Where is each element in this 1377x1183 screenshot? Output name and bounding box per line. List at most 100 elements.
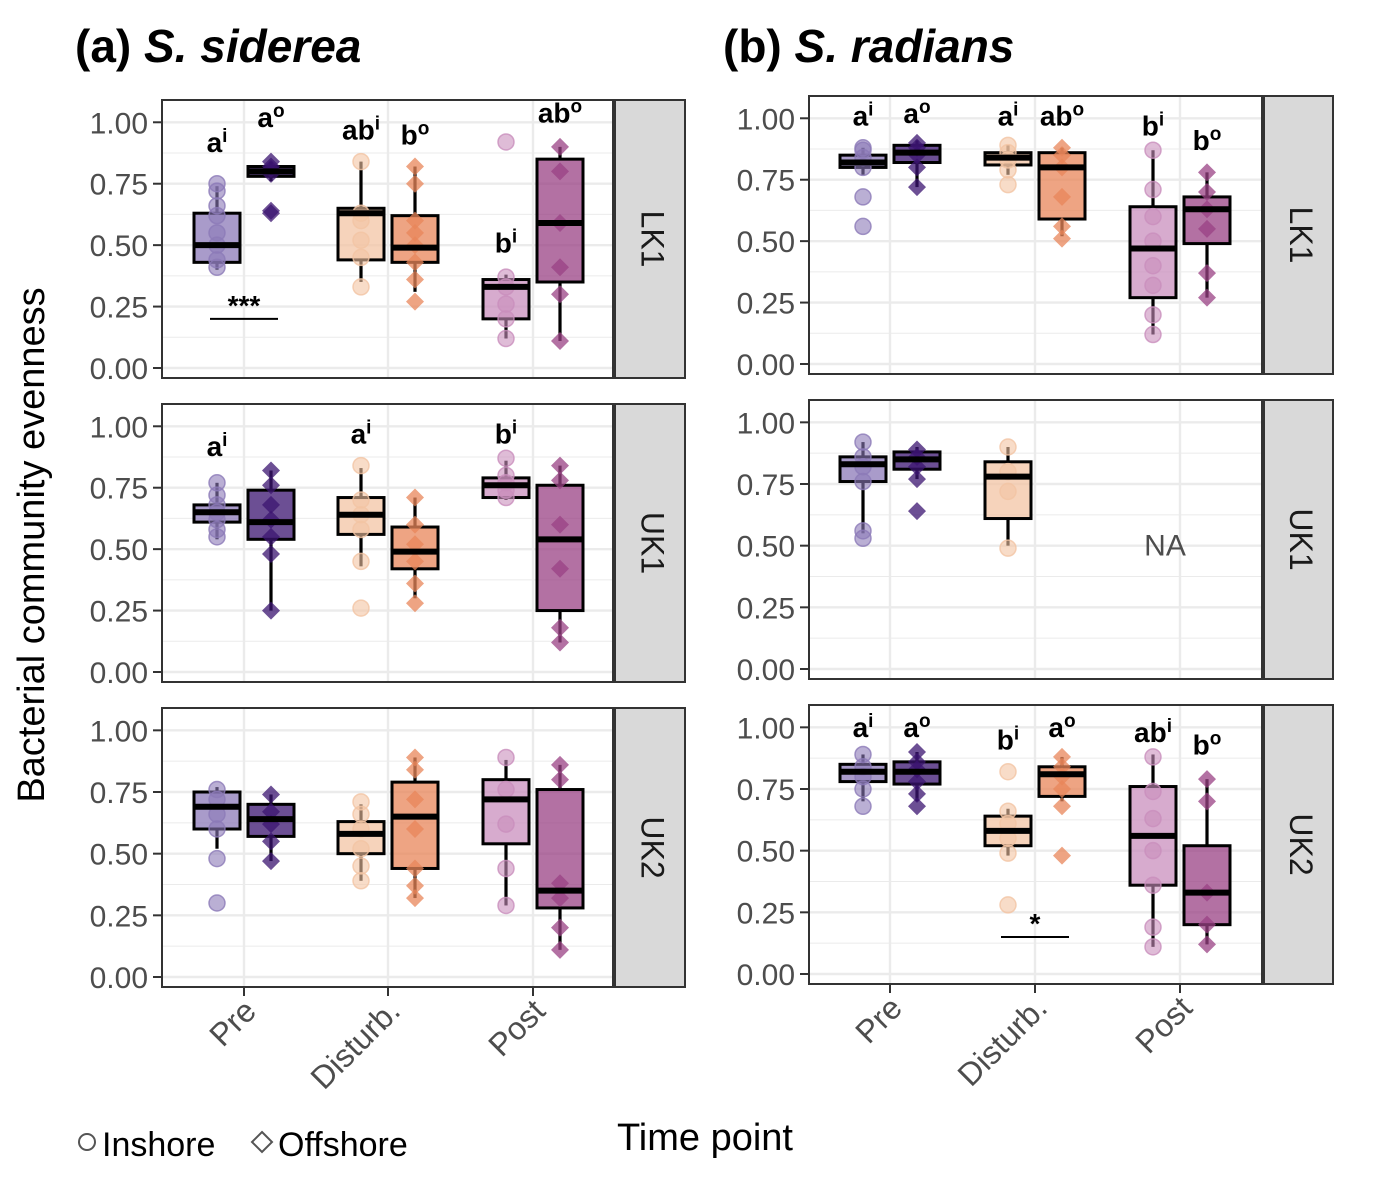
panel-a-facet-uk1-box-disturb-inshore — [336, 456, 386, 617]
panel-a-label: (a) — [75, 20, 144, 72]
panel-a-facet-uk2-box-post-inshore-data-point — [497, 748, 515, 767]
panel-b-facet-uk2-strip-label: UK2 — [1283, 813, 1319, 875]
panel-b-facet-lk1-box-pre-offshore-data-point — [908, 178, 926, 197]
panel-b-species: S. radians — [795, 20, 1015, 72]
panel-b-facet-lk1-box-post-offshore-data-point — [1198, 264, 1216, 283]
panel-a-facet-uk2-box-post-inshore — [481, 748, 531, 915]
panel-b-facet-uk1-box-pre-offshore — [892, 440, 942, 521]
panel-b-facet-lk1-box-post-inshore — [1128, 141, 1178, 344]
panel-b-facet-lk1-box-post-offshore — [1182, 163, 1232, 307]
panel-b-facet-lk1-box-post-inshore-data-point — [1144, 207, 1162, 226]
panel-a-facet-lk1-plot-border — [161, 99, 614, 379]
panel-b-facet-lk1-y-tick-label: 0.50 — [737, 226, 795, 259]
panel-a-facet-lk1-letter-disturb-offshore-base: b — [401, 119, 418, 150]
panel-a-facet-uk1-strip-label: UK1 — [635, 512, 671, 574]
panel-a-facet-uk1-box-disturb-offshore-data-point — [406, 488, 424, 507]
panel-a-facet-lk1-box-post-offshore-data-point — [551, 285, 569, 304]
panel-b-facet-lk1-box-pre-inshore-data-point — [854, 139, 872, 157]
panel-a-facet-lk1-box-post-inshore-data-point — [497, 133, 515, 151]
panel-a-facet-uk2-box-pre-inshore-data-point — [208, 849, 226, 868]
panel-b-facet-lk1-letter-pre-offshore: ao — [903, 97, 930, 129]
panel-b-facet-uk2-box-disturb-inshore-data-point — [999, 896, 1017, 914]
panel-b-facet-uk1-box-disturb-inshore-data-point — [999, 482, 1017, 501]
panel-b-facet-uk2-letter-disturb-offshore-base: a — [1048, 712, 1064, 743]
panel-b-facet-lk1-letter-disturb-inshore-superscript: i — [1013, 100, 1018, 121]
panel-a-facet-uk1-box-disturb-inshore-data-point — [352, 552, 370, 571]
panel-a-facet-uk1-letter-post-inshore: bi — [495, 417, 517, 449]
x-axis-title: Time point — [617, 1117, 793, 1159]
panel-b-facet-lk1-box-disturb-inshore — [983, 136, 1033, 194]
panel-a-facet-lk1-box-post-offshore-data-point — [551, 137, 569, 156]
panel-b-facet-lk1-letter-disturb-inshore: ai — [998, 100, 1019, 132]
panel-a-facet-uk2-box-post-offshore-data-point — [551, 770, 569, 789]
panel-b-facet-uk2-letter-post-inshore-superscript: i — [1167, 716, 1172, 737]
panel-a-facet-uk2-box-disturb-inshore-data-point — [352, 872, 370, 890]
panel-a-facet-lk1-box-disturb-offshore — [390, 157, 440, 311]
panel-b-facet-uk2-strip — [1263, 704, 1334, 985]
panel-a-facet-uk1-box-post-offshore-data-point — [551, 515, 569, 534]
panel-b-facet-lk1-letter-pre-inshore-superscript: i — [868, 100, 873, 121]
panel-b-facet-lk1-letter-disturb-offshore-superscript: o — [1073, 100, 1085, 121]
panel-a-facet-lk1-box-post-inshore-data-point — [497, 268, 515, 286]
panel-b-facet-uk2-box-disturb-offshore-data-point — [1053, 846, 1071, 865]
panel-a-facet-lk1-box-pre-offshore — [246, 152, 296, 223]
panel-a-facet-uk1-strip — [614, 403, 686, 683]
panel-b-facet-lk1-box-disturb-offshore — [1037, 138, 1087, 248]
panel-a-facet-uk1-box-pre-inshore-data-point — [208, 474, 226, 492]
panel-b-facet-lk1-letter-pre-offshore-superscript: o — [919, 97, 931, 118]
panel-a-facet-lk1-box-post-offshore-data-point — [551, 258, 569, 277]
panel-a-facet-uk2-y-tick-label: 0.75 — [90, 777, 148, 810]
panel-b-facet-uk2-letter-pre-inshore-base: a — [853, 712, 869, 743]
panel-b-facet-uk2-letter-pre-inshore-superscript: i — [868, 711, 873, 732]
panel-b-facet-lk1-letter-post-inshore-superscript: i — [1159, 109, 1164, 130]
panel-b-facet-lk1-box-disturb-inshore-data-point — [999, 136, 1017, 155]
panel-b-facet-uk2-box-post-offshore-data-point — [1198, 915, 1216, 934]
panel-b-facet-lk1-box-post-inshore-data-point — [1144, 180, 1162, 199]
panel-b-facet-uk2-box-disturb-offshore-data-point — [1053, 797, 1071, 816]
panel-b-facet-lk1-box-post-inshore-data-point — [1144, 141, 1162, 159]
panel-b-facet-uk1-strip-label: UK1 — [1283, 508, 1319, 570]
panel-a-facet-uk1-box-disturb-inshore-data-point — [352, 520, 370, 539]
panel-a-facet-uk1-box-disturb-inshore-data-point — [352, 456, 370, 475]
panel-b-facet-uk2-significance-label: * — [1030, 908, 1041, 939]
panel-b-facet-uk2-box-post-inshore-data-point — [1144, 782, 1162, 801]
panel-a-facet-lk1-letter-post-inshore: bi — [495, 227, 517, 259]
legend: Inshore Offshore — [78, 1126, 408, 1164]
panel-a-facet-uk2-strip-label: UK2 — [635, 816, 671, 878]
panel-b-facet-lk1-letter-post-offshore: bo — [1193, 124, 1222, 156]
offshore-legend-diamond-icon — [250, 1130, 274, 1154]
panel-b-facet-lk1-box-post-inshore-data-point — [1144, 256, 1162, 275]
panel-a-facet-uk1-box-pre-offshore-data-point — [262, 476, 280, 495]
panel-a-facet-uk2-box-post-offshore-data-point — [551, 940, 569, 959]
panel-a-facet-uk1-box-post-offshore-data-point — [551, 559, 569, 578]
panel-a-x-tick-label-post: Post — [481, 992, 552, 1063]
panel-b-facet-uk2-letter-disturb-inshore-base: b — [997, 725, 1014, 756]
panel-b-facet-lk1-box-disturb-offshore-data-point — [1053, 138, 1071, 157]
panel-a-facet-uk2-box-pre-offshore-data-point — [262, 852, 280, 871]
panel-b-facet-uk1-box-pre-inshore-data-point — [854, 522, 872, 540]
panel-a-facet-lk1-box-post-inshore-data-point — [497, 295, 515, 313]
panel-b-facet-uk1-box-pre-inshore-data-point — [854, 433, 872, 451]
panel-b-facet-uk1-box-pre-offshore-data-point — [908, 470, 926, 489]
panel-a-facet-uk1-box-post-offshore-data-point — [551, 633, 569, 652]
panel-b-facet-uk2-box-pre-inshore-data-point — [854, 745, 872, 764]
panel-b-facet-lk1-box-post-inshore-data-point — [1144, 276, 1162, 295]
panel-b-facet-lk1-box-post-offshore-data-point — [1198, 163, 1216, 182]
panel-b-facet-uk2-letter-post-offshore-base: b — [1193, 729, 1210, 760]
panel-b-facet-lk1-box-disturb-offshore-data-point — [1053, 217, 1071, 236]
panel-a-facet-uk1-box-disturb-offshore-data-point — [406, 552, 424, 571]
panel-a-facet-uk2-box-pre-offshore-data-point — [262, 785, 280, 804]
panel-a-facet-uk1-letter-pre-inshore: ai — [207, 430, 228, 462]
panel-a-facet-uk1-box-post-offshore-iqr-rect — [535, 483, 585, 613]
panel-b-facet-uk1-y-tick-label: 0.00 — [737, 654, 795, 687]
panel-b-facet-uk2-y-tick-label: 0.75 — [737, 774, 795, 807]
panel-b-x-tick-label-disturb: Disturb. — [951, 989, 1054, 1092]
panel-b-title: (b) S. radians — [723, 20, 1014, 72]
panel-a-facet-lk1-box-post-offshore-data-point — [551, 162, 569, 181]
panel-a-facet-uk1-letter-disturb-inshore-base: a — [351, 418, 367, 449]
panel-a-facet-uk1-letter-disturb-inshore-superscript: i — [366, 417, 371, 438]
inshore-legend-circle-icon — [78, 1133, 96, 1151]
